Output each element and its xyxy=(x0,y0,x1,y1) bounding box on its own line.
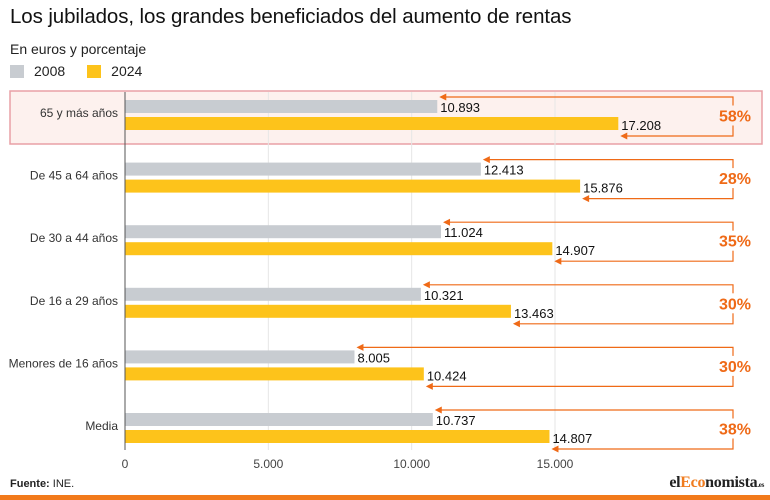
arrowhead-2008 xyxy=(443,218,451,226)
bar-2024 xyxy=(125,117,619,130)
brackets-layer: 58% 28% 35% 30% 30% 38% xyxy=(356,93,751,453)
logo-suffix: nomista xyxy=(705,474,758,491)
legend-label-2008: 2008 xyxy=(34,63,66,79)
legend-swatch-2024 xyxy=(87,64,102,78)
arrowhead-2008 xyxy=(439,93,447,101)
change-percent-label: 38% xyxy=(719,422,751,439)
value-label-2024: 10.424 xyxy=(427,368,467,383)
chart-subtitle: En euros y porcentaje xyxy=(10,41,147,57)
arrowhead-2024 xyxy=(554,257,562,265)
source-label: Fuente: xyxy=(10,478,50,490)
value-label-2008: 10.893 xyxy=(440,100,480,115)
pct-label-bg xyxy=(715,230,751,251)
bar-2008 xyxy=(125,287,421,301)
arrowhead-2024 xyxy=(582,195,590,203)
bottom-accent-bar xyxy=(0,495,770,500)
change-bracket xyxy=(362,346,734,387)
logo-tld: .es xyxy=(757,481,764,489)
x-tick-label: 15.000 xyxy=(537,457,574,471)
legend: 2008 2024 xyxy=(10,63,164,79)
legend-label-2024: 2024 xyxy=(111,63,143,79)
axis-layer: 0 5.000 10.000 15.000 xyxy=(122,92,574,471)
legend-swatch-2008 xyxy=(10,64,24,78)
bar-2008 xyxy=(125,162,481,176)
value-label-2008: 11.024 xyxy=(444,225,483,240)
bar-2008 xyxy=(125,100,438,113)
value-label-2008: 10.737 xyxy=(436,413,476,428)
bars-layer xyxy=(125,100,619,443)
publisher-logo: elEconomista.es xyxy=(669,474,764,492)
pct-label-bg xyxy=(715,168,751,189)
source-text: INE. xyxy=(49,478,75,490)
arrowhead-2008 xyxy=(434,406,442,414)
category-label: De 45 a 64 años xyxy=(30,169,118,183)
bar-2024 xyxy=(125,304,511,318)
value-label-2024: 13.463 xyxy=(514,306,554,321)
legend-item-2008: 2008 xyxy=(10,63,65,79)
chart-title: Los jubilados, los grandes beneficiados … xyxy=(10,5,572,28)
bar-2024 xyxy=(125,367,424,381)
x-tick-label: 10.000 xyxy=(393,457,430,471)
bar-2008 xyxy=(125,350,355,364)
category-label: De 30 a 44 años xyxy=(30,231,118,245)
arrowhead-2024 xyxy=(512,320,520,328)
source-note: Fuente: INE. xyxy=(10,478,74,490)
value-label-2008: 12.413 xyxy=(484,163,524,178)
arrowhead-2024 xyxy=(551,445,559,453)
arrowhead-2008 xyxy=(482,156,490,164)
category-label: Media xyxy=(85,419,118,433)
value-label-2008: 8.005 xyxy=(357,350,390,365)
pct-label-bg xyxy=(715,105,751,126)
pct-label-bg xyxy=(715,355,751,376)
arrowhead-2024 xyxy=(620,132,628,140)
value-label-2024: 15.876 xyxy=(583,181,623,196)
x-tick-label: 0 xyxy=(122,457,129,471)
bar-2024 xyxy=(125,179,581,193)
value-label-2024: 14.907 xyxy=(555,243,595,258)
category-label: De 16 a 29 años xyxy=(30,294,118,308)
arrowhead-2008 xyxy=(422,281,430,289)
change-percent-label: 58% xyxy=(719,109,751,126)
category-label: 65 y más años xyxy=(40,106,118,120)
legend-item-2024: 2024 xyxy=(87,63,142,79)
value-label-2024: 14.807 xyxy=(552,431,592,446)
pct-label-bg xyxy=(715,293,751,314)
change-percent-label: 30% xyxy=(719,359,751,376)
logo-prefix: el xyxy=(669,474,681,491)
labels-layer: 65 y más años 10.893 17.208 De 45 a 64 años… xyxy=(9,100,661,446)
category-label: Menores de 16 años xyxy=(9,356,118,370)
bar-2008 xyxy=(125,413,433,426)
value-label-2024: 17.208 xyxy=(621,118,661,133)
change-bracket xyxy=(428,284,734,325)
arrowhead-2008 xyxy=(356,343,364,351)
change-percent-label: 28% xyxy=(719,171,751,188)
pct-label-bg xyxy=(715,418,751,439)
value-label-2008: 10.321 xyxy=(424,288,464,303)
bar-2024 xyxy=(125,242,553,256)
x-tick-label: 5.000 xyxy=(253,457,283,471)
arrowhead-2024 xyxy=(425,382,433,390)
change-percent-label: 30% xyxy=(719,296,751,313)
change-percent-label: 35% xyxy=(719,234,751,251)
bar-2008 xyxy=(125,225,442,239)
bar-2024 xyxy=(125,430,550,443)
grid-layer xyxy=(267,92,556,450)
logo-accent: Eco xyxy=(680,474,706,491)
